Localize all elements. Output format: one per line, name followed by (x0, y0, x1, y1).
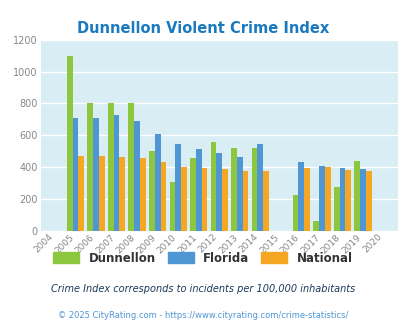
Bar (160, 162, 166, 231)
Bar (181, 167, 186, 231)
Text: © 2025 CityRating.com - https://www.cityrating.com/crime-statistics/: © 2025 CityRating.com - https://www.city… (58, 312, 347, 320)
Bar (195, 149, 201, 231)
Bar (303, 168, 309, 231)
Text: Dunnellon Violent Crime Index: Dunnellon Violent Crime Index (77, 21, 328, 36)
Bar (333, 187, 339, 231)
Bar (365, 171, 371, 231)
Bar (345, 170, 350, 231)
Bar (339, 168, 345, 231)
Bar (262, 171, 268, 231)
Bar (154, 134, 160, 231)
Bar (251, 148, 257, 231)
Bar (257, 144, 262, 231)
Bar (324, 167, 330, 231)
Bar (72, 118, 78, 231)
Bar (230, 148, 236, 231)
Text: Crime Index corresponds to incidents per 100,000 inhabitants: Crime Index corresponds to incidents per… (51, 284, 354, 294)
Bar (134, 121, 140, 231)
Bar (201, 168, 207, 231)
Bar (93, 118, 99, 231)
Bar (359, 169, 365, 231)
Bar (169, 182, 175, 231)
Bar (236, 157, 242, 231)
Bar (292, 195, 298, 231)
Bar (113, 115, 119, 231)
Bar (222, 169, 227, 231)
Bar (242, 171, 248, 231)
Bar (354, 161, 359, 231)
Bar (140, 158, 145, 231)
Bar (298, 162, 303, 231)
Bar (210, 142, 216, 231)
Bar (190, 158, 195, 231)
Bar (216, 153, 222, 231)
Bar (313, 221, 318, 231)
Bar (108, 103, 113, 231)
Bar (99, 156, 104, 231)
Bar (149, 151, 154, 231)
Legend: Dunnellon, Florida, National: Dunnellon, Florida, National (49, 247, 356, 269)
Bar (175, 144, 181, 231)
Bar (78, 156, 84, 231)
Bar (67, 55, 72, 231)
Bar (128, 103, 134, 231)
Bar (119, 157, 125, 231)
Bar (87, 103, 93, 231)
Bar (318, 166, 324, 231)
